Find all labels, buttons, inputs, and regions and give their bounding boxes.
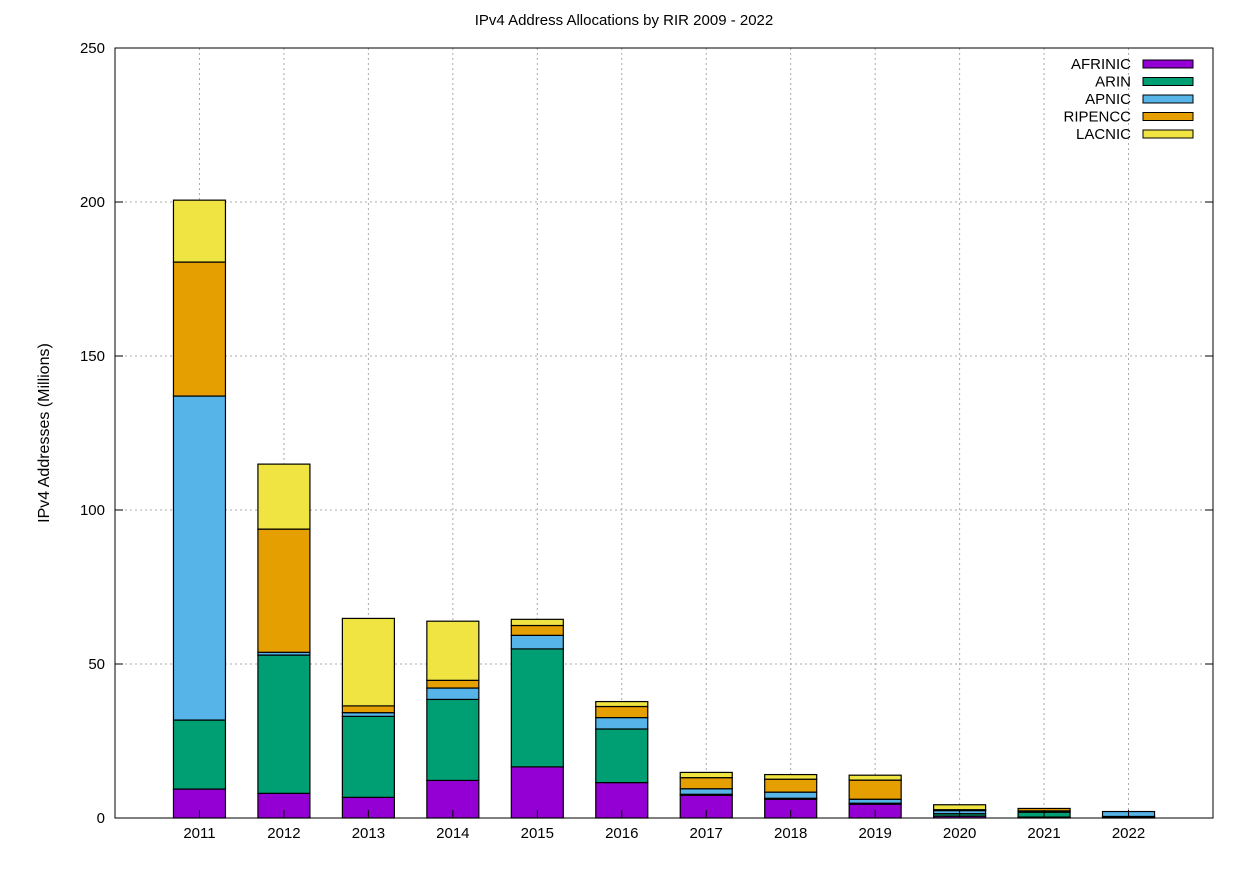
bar-segment-lacnic-2016 [595,700,649,708]
bar-segment-arin-2013 [341,715,395,798]
y-axis-label: IPv4 Addresses (Millions) [36,343,53,523]
bar-segment-lacnic-2020 [933,804,987,811]
bar-segment-ripencc-2015 [510,624,564,636]
bars [172,199,1156,819]
x-tick-label: 2017 [690,825,723,842]
bar-segment-lacnic-2018 [764,773,818,780]
x-tick-label: 2013 [352,825,385,842]
bar-segment-ripencc-2017 [679,777,733,790]
x-ticks: 2011 2012 2013 2014 2015 2016 2017 2018 2019 2020… [183,810,1145,842]
y-tick-label: 50 [88,656,105,673]
y-tick-label: 200 [80,194,105,211]
bar-segment-apnic-2015 [510,634,564,650]
bar-segment-apnic-2019 [848,798,902,804]
x-tick-label: 2011 [183,825,215,842]
legend-swatch-lacnic [1142,129,1194,139]
legend-label: LACNIC [1076,126,1131,143]
x-tick-label: 2018 [774,825,807,842]
bar-segment-ripencc-2011 [172,261,227,397]
y-tick-label: 0 [97,810,105,827]
bar-segment-lacnic-2012 [257,463,311,530]
legend-label: APNIC [1085,91,1131,108]
x-tick-label: 2014 [436,825,469,842]
bar-segment-apnic-2017 [679,788,733,795]
x-tick-label: 2019 [858,825,891,842]
bar-segment-ripencc-2019 [848,779,902,800]
x-tick-label: 2012 [267,825,300,842]
bar-segment-lacnic-2019 [848,774,902,781]
legend-label: RIPENCC [1063,109,1131,126]
legend-swatch-ripencc [1142,112,1194,121]
legend-swatch-afrinic [1142,59,1194,69]
y-tick-label: 150 [80,348,105,365]
bar-segment-ripencc-2013 [341,705,395,714]
bar-segment-lacnic-2011 [172,199,227,263]
bar-segment-lacnic-2017 [679,771,733,779]
legend-label: AFRINIC [1071,56,1131,73]
x-tick-label: 2022 [1112,825,1145,842]
y-tick-label: 100 [80,502,105,519]
bar-segment-ripencc-2014 [426,679,480,689]
bar-segment-lacnic-2014 [426,620,480,681]
bar-segment-arin-2015 [510,648,564,768]
x-tick-label: 2021 [1027,825,1060,842]
x-tick-label: 2020 [943,825,976,842]
bar-segment-apnic-2018 [764,791,818,799]
bar-segment-arin-2014 [426,698,480,782]
x-tick-label: 2015 [521,825,554,842]
legend-swatch-apnic [1142,94,1194,104]
bar-segment-afrinic-2015 [510,766,564,819]
bar-segment-ripencc-2016 [595,705,649,719]
y-ticks: 0 50 100 150 200 250 [80,40,1213,827]
bar-segment-lacnic-2015 [510,618,564,627]
legend-label: ARIN [1095,74,1131,91]
bar-segment-ripencc-2012 [257,528,311,653]
chart-title: IPv4 Address Allocations by RIR 2009 - 2… [475,12,774,29]
plot-frame [114,47,1214,819]
bar-segment-arin-2011 [172,719,227,790]
bar-segment-apnic-2016 [595,716,649,730]
legend-swatch-arin [1142,77,1194,86]
bar-segment-arin-2012 [257,654,311,794]
bar-segment-apnic-2011 [172,395,227,721]
bar-segment-lacnic-2013 [341,617,395,707]
y-tick-label: 250 [80,40,105,57]
x-tick-label: 2016 [605,825,638,842]
bar-segment-ripencc-2018 [764,778,818,793]
bar-segment-apnic-2014 [426,687,480,701]
bar-segment-arin-2016 [595,728,649,784]
